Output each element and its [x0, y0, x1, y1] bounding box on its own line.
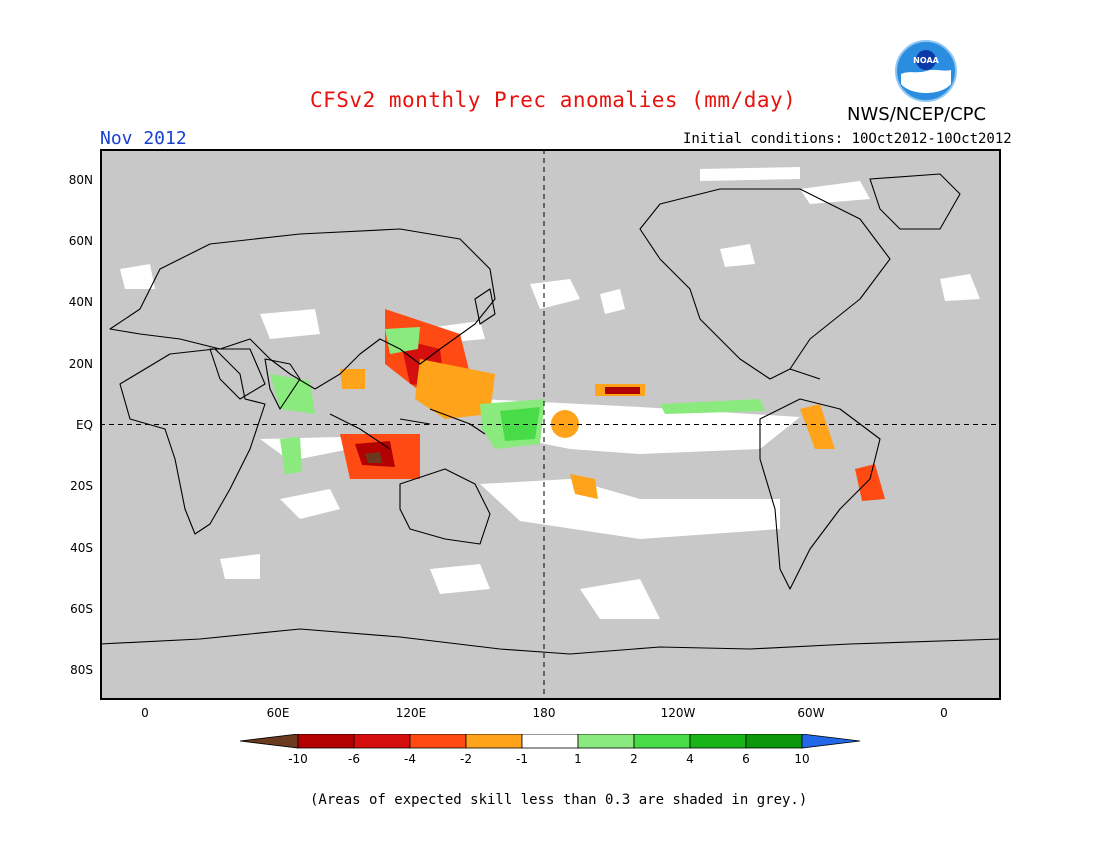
coastlines	[100, 173, 1001, 655]
chart-title: CFSv2 monthly Prec anomalies (mm/day)	[310, 88, 797, 112]
lon-label: 60E	[266, 706, 290, 720]
colorbar-box	[465, 734, 523, 749]
colorbar-box	[297, 734, 355, 749]
colorbar-box	[745, 734, 803, 749]
colorbar	[240, 734, 861, 749]
colorbar-label: 1	[574, 752, 582, 766]
lon-label: 60W	[797, 706, 825, 720]
world-map	[100, 149, 1001, 700]
colorbar-box	[353, 734, 411, 749]
footnote: (Areas of expected skill less than 0.3 a…	[310, 792, 808, 808]
wet-anomaly-areas	[270, 327, 765, 475]
lon-label: 0	[141, 706, 149, 720]
colorbar-label: 2	[630, 752, 638, 766]
colorbar-box	[633, 734, 691, 749]
lon-label: 120W	[660, 706, 696, 720]
colorbar-high-arrow	[801, 734, 861, 749]
map-frame	[100, 149, 1001, 700]
initial-conditions: Initial conditions: 10Oct2012-10Oct2012	[683, 131, 1012, 147]
colorbar-label: 10	[794, 752, 810, 766]
colorbar-low-arrow	[240, 734, 299, 749]
colorbar-label: 4	[686, 752, 694, 766]
colorbar-box	[689, 734, 747, 749]
colorbar-label: -10	[288, 752, 308, 766]
lat-label: 20N	[68, 357, 93, 371]
lat-label: 80N	[68, 173, 93, 187]
colorbar-box	[577, 734, 635, 749]
lat-label: 80S	[70, 663, 93, 677]
colorbar-box	[409, 734, 467, 749]
logo-text: NOAA	[913, 56, 939, 65]
dry-anomaly-areas	[340, 309, 885, 501]
lat-label: 60S	[70, 602, 93, 616]
valid-month: Nov 2012	[100, 128, 187, 149]
noaa-logo: NOAA	[895, 40, 957, 102]
colorbar-box	[521, 734, 579, 749]
colorbar-label: -2	[460, 752, 472, 766]
lat-label: 20S	[70, 479, 93, 493]
colorbar-label: -4	[404, 752, 416, 766]
colorbar-label: -6	[348, 752, 360, 766]
colorbar-label: 6	[742, 752, 750, 766]
lon-label: 0	[940, 706, 948, 720]
lon-label: 120E	[395, 706, 427, 720]
lat-label: 40S	[70, 541, 93, 555]
colorbar-label: -1	[516, 752, 528, 766]
lat-label: 40N	[68, 295, 93, 309]
lat-label: EQ	[75, 418, 93, 432]
lon-label: 180	[532, 706, 556, 720]
lat-label: 60N	[68, 234, 93, 248]
agency-label: NWS/NCEP/CPC	[847, 104, 987, 125]
